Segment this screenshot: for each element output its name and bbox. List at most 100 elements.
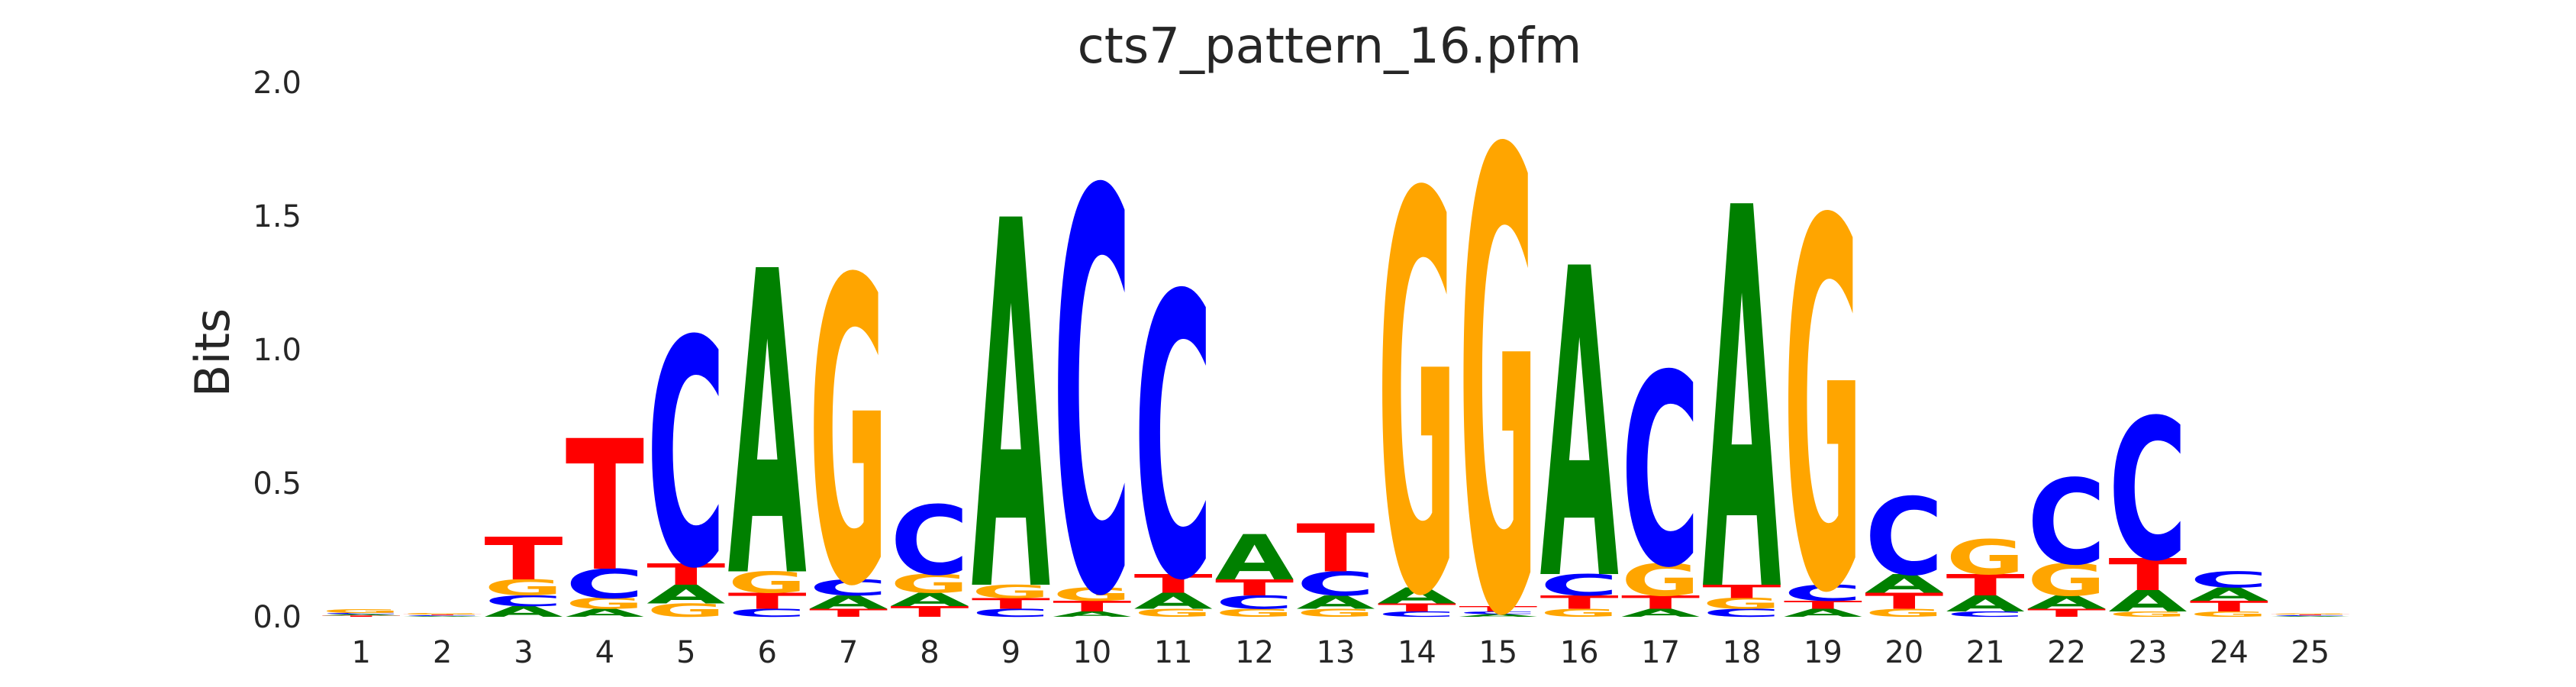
logo-letter-G: G xyxy=(1946,531,2025,585)
logo-letter-A: A xyxy=(1296,592,1375,613)
x-axis-ticks: 1 2 3 4 5 6 7 8 9 10 11 12 13 14 15 16 17 18 19 20 21 22 23 24 2… xyxy=(351,635,2329,670)
x-tick-label: 13 xyxy=(1317,635,1356,670)
logo-letter-C: C xyxy=(972,607,1050,620)
logo-letter-T: T xyxy=(646,558,725,592)
logo-letter-C: C xyxy=(1296,565,1375,604)
logo-letter-C: C xyxy=(566,561,644,608)
logo-letter-C: C xyxy=(2190,567,2268,592)
logo-letter-C: C xyxy=(1784,580,1862,605)
logo-letter-A: A xyxy=(2027,592,2106,613)
logo-letter-G: G xyxy=(2190,610,2268,618)
logo-letter-G: G xyxy=(2271,613,2349,614)
x-tick-label: 7 xyxy=(839,635,858,670)
x-tick-label: 14 xyxy=(1398,635,1436,670)
logo-letter-G: G xyxy=(2108,610,2187,618)
logo-letter-T: T xyxy=(1296,511,1375,587)
logo-letter-C: C xyxy=(2271,615,2349,617)
logo-letter-C: C xyxy=(1459,611,1537,615)
logo-letter-T: T xyxy=(322,615,401,618)
logo-letter-G: G xyxy=(1702,595,1781,612)
y-axis-ticks: 0.0 0.5 1.0 1.5 2.0 xyxy=(253,66,301,635)
logo-letter-T: T xyxy=(1540,592,1619,613)
x-tick-label: 24 xyxy=(2210,635,2249,670)
logo-letter-G: G xyxy=(1865,607,1943,620)
logo-letter-C: C xyxy=(728,607,807,620)
logo-letter-C: C xyxy=(1378,610,1456,618)
logo-letter-A: A xyxy=(1540,182,1620,675)
x-tick-label: 1 xyxy=(351,635,370,670)
logo-letter-G: G xyxy=(890,569,969,598)
logo-letter-A: A xyxy=(1702,101,1781,687)
logo-letter-G: G xyxy=(1459,22,1537,687)
logo-letter-T: T xyxy=(2108,550,2187,601)
x-tick-label: 12 xyxy=(1235,635,1274,670)
logo-letter-C: C xyxy=(809,575,888,600)
y-tick-label: 2.0 xyxy=(253,66,301,101)
y-tick-label: 0.5 xyxy=(253,466,301,502)
logo-letter-T: T xyxy=(1865,589,1943,614)
x-tick-label: 10 xyxy=(1072,635,1111,670)
logo-letter-C: C xyxy=(403,615,482,617)
logo-letter-C: C xyxy=(1621,319,1700,626)
x-tick-label: 25 xyxy=(2291,635,2329,670)
logo-letter-G: G xyxy=(484,575,563,601)
logo-letter-T: T xyxy=(1784,598,1862,611)
logo-letter-C: C xyxy=(1134,214,1213,666)
y-tick-label: 1.5 xyxy=(253,199,301,234)
logo-letter-G: G xyxy=(646,600,725,621)
logo-letter-T: T xyxy=(403,614,482,616)
logo-letter-T: T xyxy=(1215,575,1294,601)
logo-letter-C: C xyxy=(1215,592,1294,613)
x-tick-label: 20 xyxy=(1884,635,1923,670)
x-tick-label: 9 xyxy=(1001,635,1020,670)
chart-title: cts7_pattern_16.pfm xyxy=(1078,18,1582,75)
logo-letter-A: A xyxy=(646,579,725,609)
x-tick-label: 17 xyxy=(1641,635,1680,670)
logo-letter-A: A xyxy=(322,614,401,616)
y-tick-label: 0.0 xyxy=(253,600,301,635)
logo-letter-G: G xyxy=(1784,117,1862,687)
logo-letter-A: A xyxy=(972,116,1051,687)
logo-letter-G: G xyxy=(972,582,1050,603)
logo-letter-A: A xyxy=(890,589,969,611)
x-tick-label: 4 xyxy=(595,635,614,670)
logo-letter-T: T xyxy=(1702,581,1781,602)
logo-letter-G: G xyxy=(322,608,401,614)
x-tick-label: 11 xyxy=(1154,635,1193,670)
logo-letter-A: A xyxy=(2108,585,2187,619)
logo-letter-G: G xyxy=(2027,555,2106,606)
logo-letter-A: A xyxy=(1865,569,1943,598)
logo-letter-T: T xyxy=(1946,569,2025,602)
logo-letter-G: G xyxy=(1296,607,1375,620)
logo-letter-A: A xyxy=(1134,589,1214,614)
logo-letter-C: C xyxy=(2108,379,2187,605)
logo-letter-A: A xyxy=(484,603,563,620)
logo-letter-G: G xyxy=(1134,607,1213,620)
logo-letter-A: A xyxy=(1621,607,1700,620)
logo-letter-G: G xyxy=(403,612,482,614)
logo-letter-T: T xyxy=(2190,598,2268,614)
logo-letter-T: T xyxy=(1378,602,1456,614)
logo-letter-A: A xyxy=(2190,584,2268,605)
logo-letter-G: G xyxy=(809,192,888,679)
logo-letter-T: T xyxy=(1134,569,1214,598)
logo-letter-C: C xyxy=(1865,476,1943,599)
logo-letter-T: T xyxy=(2271,614,2349,616)
logo-letter-A: A xyxy=(809,592,888,613)
logo-letter-T: T xyxy=(809,607,888,620)
logo-letter-G: G xyxy=(728,566,807,600)
logo-letter-A: A xyxy=(1784,607,1862,620)
logo-letter-T: T xyxy=(728,589,807,614)
logo-letter-C: C xyxy=(1053,79,1131,687)
logo-letter-G: G xyxy=(566,595,644,612)
logo-letter-T: T xyxy=(484,526,563,594)
logo-letter-G: G xyxy=(1540,607,1619,620)
logo-letter-C: C xyxy=(646,275,725,637)
logo-letter-G: G xyxy=(1378,82,1456,687)
x-tick-label: 18 xyxy=(1723,635,1762,670)
logo-letter-T: T xyxy=(890,603,969,620)
logo-letter-A: A xyxy=(1378,583,1457,609)
logo-letter-T: T xyxy=(566,402,644,611)
logo-letter-A: A xyxy=(2271,616,2349,618)
